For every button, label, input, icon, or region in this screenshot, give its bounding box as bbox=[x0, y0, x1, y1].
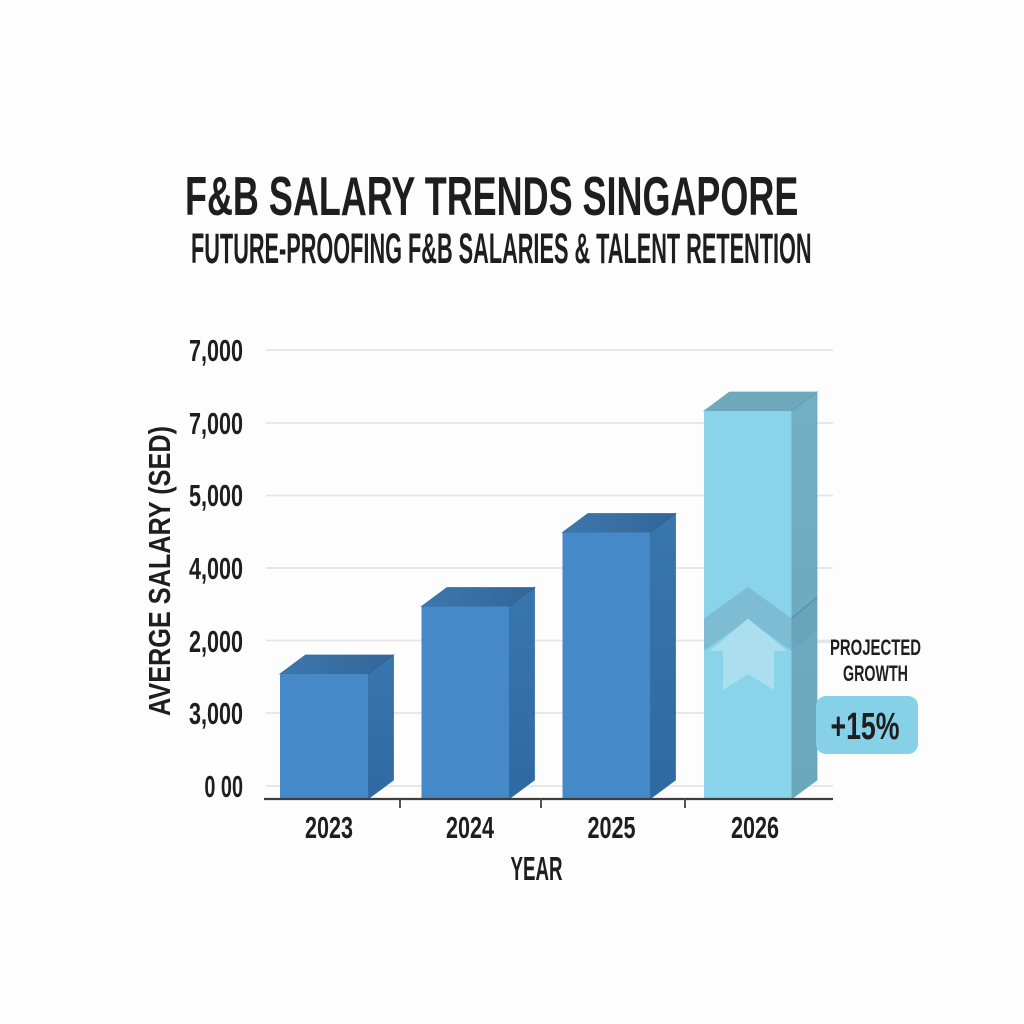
svg-text:2023: 2023 bbox=[305, 810, 353, 845]
svg-text:2026: 2026 bbox=[731, 810, 779, 845]
svg-text:YEAR: YEAR bbox=[511, 850, 563, 887]
svg-text:3,000: 3,000 bbox=[189, 696, 243, 731]
svg-text:GROWTH: GROWTH bbox=[843, 661, 908, 686]
svg-text:2,000: 2,000 bbox=[189, 624, 243, 659]
svg-text:2025: 2025 bbox=[588, 810, 636, 845]
svg-text:0 00: 0 00 bbox=[204, 768, 243, 804]
svg-text:F&B SALARY TRENDS SINGAPORE: F&B SALARY TRENDS SINGAPORE bbox=[185, 165, 798, 227]
svg-text:PROJECTED: PROJECTED bbox=[830, 636, 921, 661]
svg-text:5,000: 5,000 bbox=[189, 478, 243, 513]
svg-text:+15%: +15% bbox=[830, 704, 899, 747]
svg-text:AVERGE SALARY (SED): AVERGE SALARY (SED) bbox=[143, 426, 177, 716]
svg-text:7,000: 7,000 bbox=[189, 406, 243, 441]
svg-text:FUTURE-PROOFING F&B SALARIES &: FUTURE-PROOFING F&B SALARIES & TALENT RE… bbox=[191, 225, 812, 273]
svg-text:7,000: 7,000 bbox=[189, 333, 243, 368]
svg-text:4,000: 4,000 bbox=[189, 551, 243, 586]
svg-text:2024: 2024 bbox=[446, 810, 494, 845]
